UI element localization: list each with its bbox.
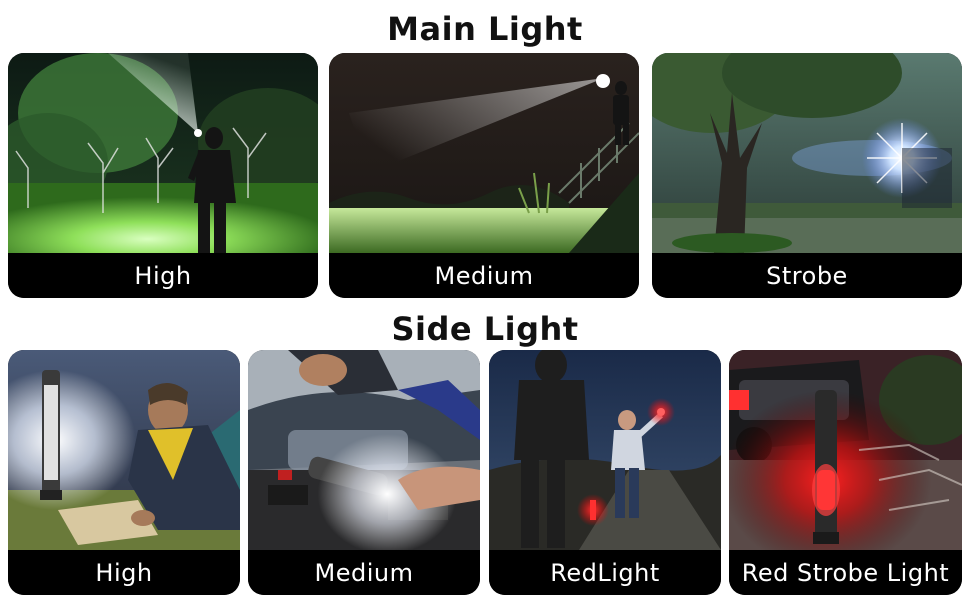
- side-light-heading: Side Light: [391, 310, 579, 348]
- main-high-label: High: [8, 253, 318, 298]
- side-medium-scene-image: [248, 350, 480, 550]
- side-light-red-strobe-card: Red Strobe Light: [729, 350, 962, 595]
- main-strobe-scene-image: [652, 53, 962, 253]
- main-light-strobe-card: Strobe: [652, 53, 962, 298]
- main-medium-scene-image: [329, 53, 639, 253]
- main-strobe-label: Strobe: [652, 253, 962, 298]
- main-high-scene-image: [8, 53, 318, 253]
- side-redlight-scene-image: [489, 350, 721, 550]
- main-light-high-card: High: [8, 53, 318, 298]
- side-red-strobe-scene-image: [729, 350, 962, 550]
- main-light-heading: Main Light: [387, 10, 583, 48]
- side-high-label: High: [8, 550, 240, 595]
- main-medium-label: Medium: [329, 253, 639, 298]
- side-high-scene-image: [8, 350, 240, 550]
- side-light-high-card: High: [8, 350, 240, 595]
- side-red-strobe-label: Red Strobe Light: [729, 550, 962, 595]
- side-medium-label: Medium: [248, 550, 480, 595]
- side-redlight-label: RedLight: [489, 550, 721, 595]
- side-light-medium-card: Medium: [248, 350, 480, 595]
- side-light-redlight-card: RedLight: [489, 350, 721, 595]
- main-light-medium-card: Medium: [329, 53, 639, 298]
